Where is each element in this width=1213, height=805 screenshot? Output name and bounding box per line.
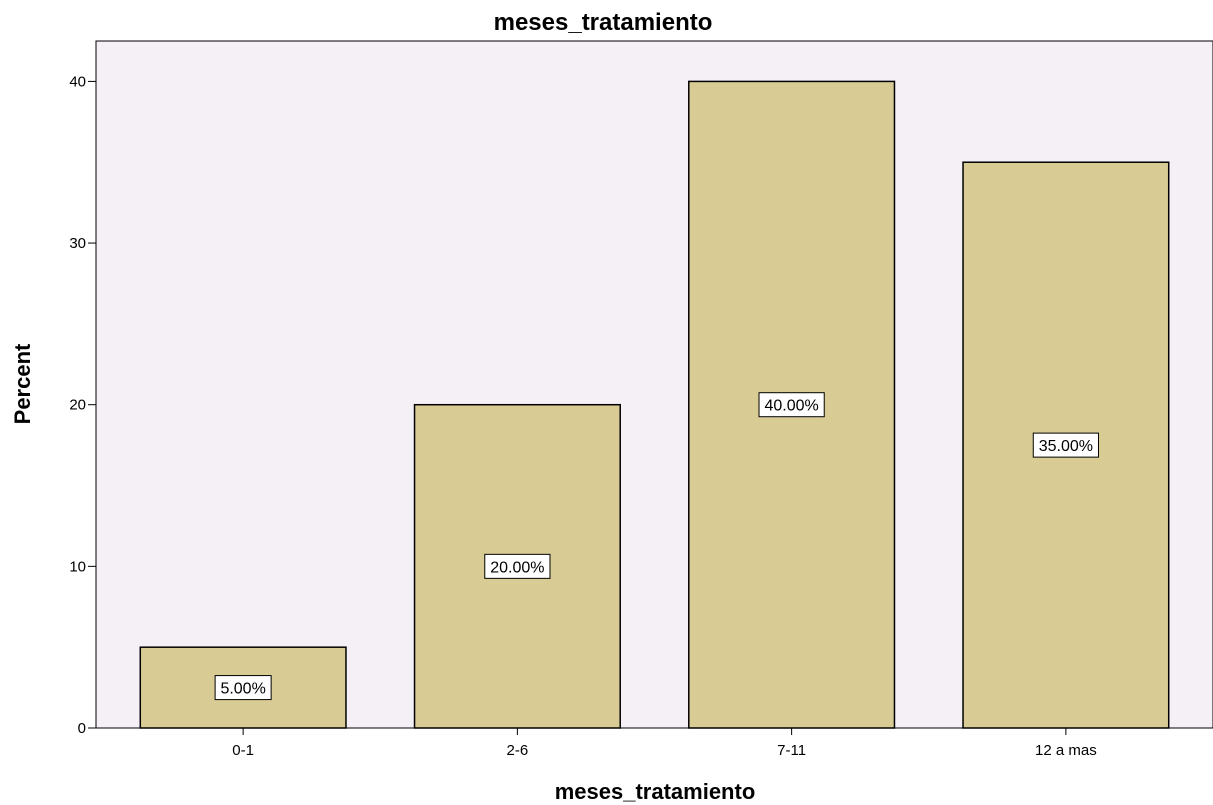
data-label: 5.00%	[220, 681, 265, 698]
x-axis: 0-1 2-6 7-11 12 a mas	[232, 728, 1097, 759]
data-label-box	[1032, 432, 1099, 458]
x-axis-title: meses_tratamiento	[555, 779, 756, 804]
data-labels: 5.00% 20.00% 40.00% 35.00%	[214, 392, 1099, 701]
data-label-box	[758, 392, 825, 418]
y-axis-title: Percent	[10, 343, 35, 424]
x-tick-label: 12 a mas	[1035, 742, 1097, 759]
chart-title: meses_tratamiento	[494, 9, 713, 36]
x-tick-label: 7-11	[777, 742, 806, 759]
y-tick-label: 10	[69, 558, 86, 575]
y-tick-label: 0	[78, 720, 86, 737]
data-label-box	[484, 553, 551, 579]
y-axis: 0 10 20 30 40	[69, 73, 96, 737]
y-tick-label: 40	[69, 73, 86, 90]
x-tick-label: 0-1	[232, 742, 254, 759]
data-label-box	[214, 675, 272, 701]
data-label: 35.00%	[1039, 438, 1093, 455]
y-tick-label: 30	[69, 235, 86, 252]
data-label: 20.00%	[490, 559, 544, 576]
y-tick-label: 20	[69, 397, 86, 414]
x-tick-label: 2-6	[507, 742, 529, 759]
data-label: 40.00%	[764, 398, 818, 415]
